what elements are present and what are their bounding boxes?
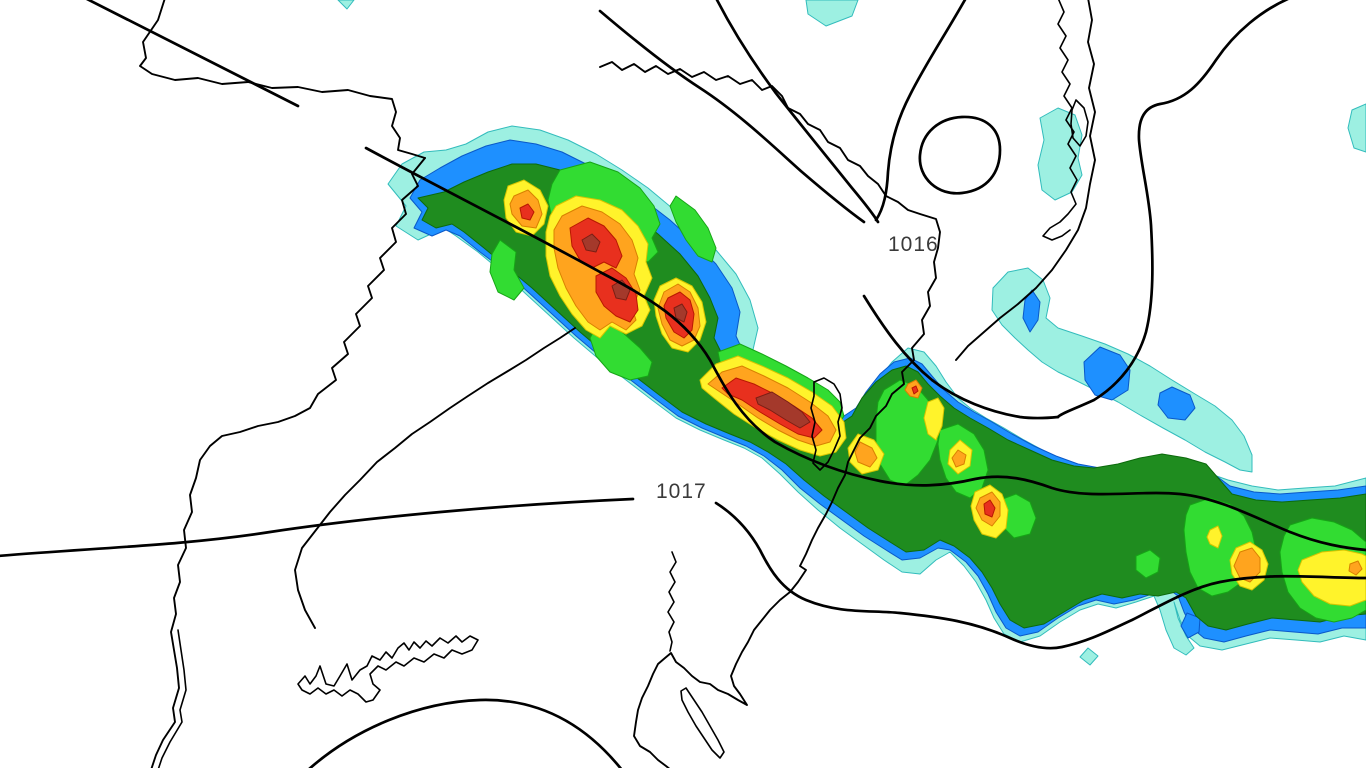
border-diagonal-southwest xyxy=(294,327,576,629)
precip-orange-d2 xyxy=(951,449,967,468)
isobar-1016-south-branch xyxy=(862,294,1060,420)
precip-red-d3 xyxy=(983,499,996,518)
isobar-long-diagonal xyxy=(364,146,1366,552)
coastline-main xyxy=(599,61,941,768)
isobar-right-u-trough xyxy=(1056,0,1289,419)
precip-green-west xyxy=(489,239,525,301)
northeast-island xyxy=(1070,99,1089,147)
precip-darkred-4 xyxy=(755,391,811,429)
isobar-1017-east xyxy=(714,501,1366,650)
isobar-label-1016: 1016 xyxy=(888,233,939,256)
isobar-trough-arm-east xyxy=(874,0,967,222)
precip-speck-top-left xyxy=(337,0,355,10)
river-mouth-wiggle xyxy=(667,551,677,652)
precip-sliver-right-edge xyxy=(1347,103,1366,153)
precip-yellow-d1 xyxy=(923,397,945,441)
precip-green-east-tongue xyxy=(669,195,717,263)
barrier-island xyxy=(680,687,725,759)
precip-red-w-dot xyxy=(519,203,535,221)
isobar-1017-west xyxy=(0,497,635,558)
coastline-layer xyxy=(139,0,1096,768)
northeast-outer-coast xyxy=(955,0,1096,361)
isobar-segment-topleft xyxy=(85,0,300,108)
precip-orange-b-se xyxy=(854,441,878,468)
isobar-closed-oval xyxy=(918,115,1002,195)
isobar-label-1017: 1017 xyxy=(656,480,707,503)
precip-yellow-e1 xyxy=(1206,525,1223,549)
river-second-bank xyxy=(157,629,187,768)
isobar-trough-arm-west2 xyxy=(715,0,880,224)
precip-blue-offshore-2 xyxy=(1083,346,1131,401)
reservoir-shore xyxy=(297,635,479,703)
precip-darkred-1 xyxy=(581,233,601,253)
precip-green-south xyxy=(589,319,653,381)
northeast-cape-coast xyxy=(1042,0,1078,241)
isobar-labels: 1016 1017 xyxy=(656,233,939,503)
state-border-northwest xyxy=(139,0,426,159)
precip-speck-bottom xyxy=(1079,647,1099,666)
precip-red-d-tiny xyxy=(911,385,919,395)
precip-darkred-3 xyxy=(673,303,688,323)
precip-green-e3 xyxy=(1135,549,1161,579)
long-island-shape xyxy=(810,377,843,471)
isobar-trough-arm-west1 xyxy=(598,9,866,224)
precip-blue-offshore-3 xyxy=(1157,386,1196,421)
isobar-bottom-arch xyxy=(308,698,623,768)
precip-patch-top-center xyxy=(805,0,859,27)
river-border-west xyxy=(150,157,426,768)
precip-orange-e2 xyxy=(1348,560,1363,576)
precip-blue-offshore-1 xyxy=(1022,289,1041,333)
